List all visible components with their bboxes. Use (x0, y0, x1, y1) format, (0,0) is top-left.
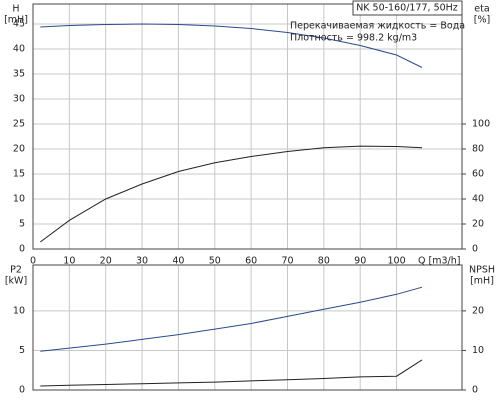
y-tick-label: 5 (19, 345, 25, 356)
curve-1 (40, 145, 423, 243)
y-tick-label: 40 (13, 44, 25, 55)
curve-0 (40, 286, 423, 352)
title-box (352, 0, 463, 16)
y2-axis-label: [mH] (470, 276, 494, 287)
y-tick-label: 0 (19, 244, 25, 255)
y2-tick-label: 10 (472, 345, 484, 356)
x-tick-label: 90 (354, 256, 366, 267)
y-tick-label: 5 (19, 219, 25, 230)
annotation: Перекачиваемая жидкость = Вода (290, 21, 465, 32)
y2-axis-label: eta (474, 4, 489, 15)
y-axis-label: P2 (10, 265, 22, 276)
x-tick-label: 100 (387, 256, 405, 267)
chart-title: NK 50-160/177, 50Hz (356, 3, 458, 14)
y-axis-label: H (12, 4, 19, 15)
x-tick-label: 30 (136, 256, 148, 267)
x-tick-label: 60 (245, 256, 257, 267)
y-tick-label: 15 (13, 169, 25, 180)
annotation: Плотность = 998.2 kg/m3 (290, 33, 417, 44)
x-tick-label: 40 (172, 256, 184, 267)
y2-tick-label: 20 (472, 219, 484, 230)
y-axis-label: [kW] (5, 276, 27, 287)
y-tick-label: 45 (13, 19, 25, 30)
x-tick-label: 10 (63, 256, 75, 267)
y-tick-label: 0 (19, 385, 25, 396)
y2-tick-label: 100 (472, 119, 490, 130)
y2-tick-label: 0 (472, 244, 478, 255)
y2-tick-label: 20 (472, 305, 484, 316)
y-tick-label: 20 (13, 144, 25, 155)
y2-axis-label: [%] (474, 15, 490, 26)
y-tick-label: 35 (13, 69, 25, 80)
y2-tick-label: 80 (472, 144, 484, 155)
x-tick-label: 50 (209, 256, 221, 267)
y-tick-label: 10 (13, 305, 25, 316)
y-axis-label: [mH] (4, 15, 28, 26)
y2-axis-label: NPSH (469, 265, 495, 276)
curve-1 (40, 359, 423, 387)
y2-tick-label: 0 (472, 385, 478, 396)
x-tick-label: 80 (318, 256, 330, 267)
plot-frame (32, 3, 463, 250)
y2-tick-label: 60 (472, 169, 484, 180)
x-tick-label: 20 (100, 256, 112, 267)
x-tick-label: 0 (30, 256, 36, 267)
x-tick-label: 70 (281, 256, 293, 267)
plot-frame (32, 264, 463, 391)
curve-0 (40, 23, 423, 68)
y-tick-label: 30 (13, 94, 25, 105)
y-tick-label: 10 (13, 194, 25, 205)
x-axis-label: Q [m3/h] (418, 256, 460, 267)
y2-tick-label: 40 (472, 194, 484, 205)
y-tick-label: 25 (13, 119, 25, 130)
